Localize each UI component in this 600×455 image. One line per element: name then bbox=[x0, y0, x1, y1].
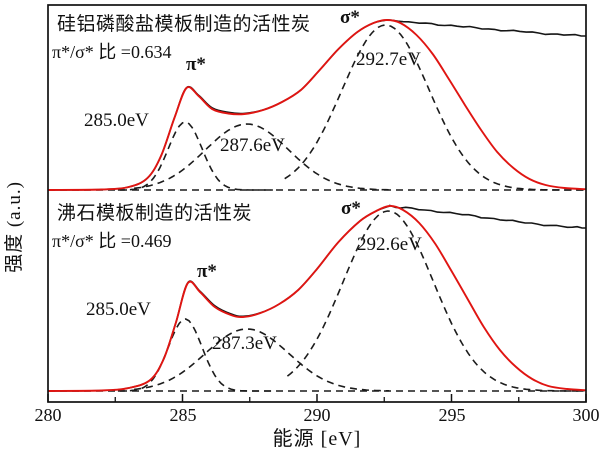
panel2-sigma-star-label: σ* bbox=[341, 198, 361, 219]
panel1-component-292.7eV bbox=[284, 24, 585, 191]
panel2-peak-292-label: 292.6eV bbox=[357, 234, 422, 255]
x-tick-285: 285 bbox=[169, 405, 197, 425]
plot-frame bbox=[47, 4, 587, 403]
panel2-peak-287-label: 287.3eV bbox=[212, 333, 277, 354]
panel2-ratio-label: π*/σ* 比 =0.469 bbox=[52, 231, 172, 251]
x-tick-300: 300 bbox=[572, 405, 600, 425]
panel1-peak-285-label: 285.0eV bbox=[84, 110, 149, 131]
panel2-title: 沸石模板制造的活性炭 bbox=[57, 203, 253, 224]
panel2-fit-curve bbox=[47, 205, 587, 392]
panel2-peak-285-label: 285.0eV bbox=[86, 299, 151, 320]
panel2-component-292.6eV bbox=[286, 210, 585, 392]
x-tick-280: 280 bbox=[34, 405, 62, 425]
panel1-component-285.0eV bbox=[117, 121, 273, 191]
panel2-pi-star-label: π* bbox=[197, 261, 217, 282]
panel1-ratio-label: π*/σ* 比 =0.634 bbox=[52, 42, 172, 62]
panel1-pi-star-label: π* bbox=[186, 54, 206, 75]
panel1-fit-curve bbox=[47, 19, 587, 191]
panel1-component-287.6eV bbox=[134, 123, 390, 191]
panel2-component-285.0eV bbox=[117, 318, 273, 392]
x-tick-290: 290 bbox=[303, 405, 331, 425]
y-axis-label: 强度 (a.u.) bbox=[4, 181, 26, 273]
panel1-sigma-star-label: σ* bbox=[340, 7, 360, 28]
x-tick-295: 295 bbox=[438, 405, 466, 425]
panel2-component-287.3eV bbox=[134, 328, 390, 392]
panel1-peak-287-label: 287.6eV bbox=[220, 135, 285, 156]
x-axis-label: 能源 [eV] bbox=[272, 428, 362, 450]
panel1-title: 硅铝磷酸盐模板制造的活性炭 bbox=[57, 14, 311, 35]
panel1-peak-292-label: 292.7eV bbox=[356, 49, 421, 70]
